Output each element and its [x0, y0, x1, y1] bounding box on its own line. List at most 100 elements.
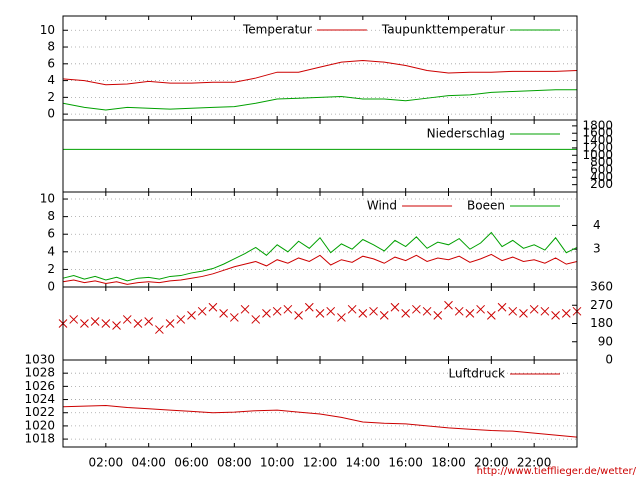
y2-tick-label: 4 [593, 218, 601, 232]
data-point [337, 313, 346, 322]
data-point [101, 319, 111, 328]
data-point [229, 313, 239, 322]
data-point [369, 306, 378, 316]
y-tick-label: 1026 [24, 379, 55, 393]
data-point [219, 309, 228, 318]
y-tick-label: 200 [590, 177, 613, 191]
legend-label: Temperatur [242, 23, 312, 37]
data-line [62, 59, 578, 86]
y-tick-label: 1030 [24, 353, 55, 367]
data-point [165, 319, 175, 328]
y-tick-label: 400 [590, 170, 613, 184]
data-point [561, 309, 571, 318]
data-line [62, 231, 578, 282]
data-point [294, 311, 303, 320]
y-tick-label: 270 [590, 298, 613, 312]
data-point [401, 309, 411, 318]
y-tick-label: 90 [598, 334, 613, 348]
y-tick-label: 1020 [24, 418, 55, 432]
legend-label: Wind [367, 199, 397, 213]
data-point [551, 311, 560, 320]
y-tick-label: 10 [40, 23, 55, 37]
data-point [529, 304, 539, 314]
y-tick-label: 0 [605, 353, 613, 367]
data-point [69, 315, 79, 324]
legend-label: Niederschlag [427, 127, 505, 141]
legend-label: Boeen [467, 199, 505, 213]
y-tick-label: 1018 [24, 432, 55, 446]
y-tick-label: 1600 [582, 126, 613, 140]
data-line [62, 404, 578, 438]
y-tick-label: 600 [590, 162, 613, 176]
data-point [187, 311, 196, 320]
y-tick-label: 1022 [24, 405, 55, 419]
y-tick-label: 2 [47, 262, 55, 276]
y-tick-label: 1024 [24, 392, 55, 406]
y-tick-label: 0 [47, 107, 55, 121]
data-point [133, 319, 143, 328]
y-tick-label: 1800 [582, 118, 613, 132]
credit: http://www.tiefflieger.de/wetter/ [477, 466, 637, 477]
data-point [326, 306, 336, 316]
x-tick-label: 04:00 [131, 456, 166, 470]
data-point [272, 306, 282, 316]
data-point [208, 302, 218, 312]
x-tick-label: 12:00 [303, 456, 338, 470]
data-point [251, 315, 261, 324]
data-point [379, 311, 389, 320]
data-point [519, 309, 528, 318]
y-tick-label: 6 [47, 56, 55, 70]
legend-label: Taupunkttemperatur [381, 23, 505, 37]
x-tick-label: 20:00 [474, 456, 509, 470]
y-tick-label: 800 [590, 155, 613, 169]
y-tick-label: 4 [47, 244, 55, 258]
x-tick-label: 02:00 [89, 456, 124, 470]
y-tick-label: 2 [47, 90, 55, 104]
data-point [433, 311, 443, 320]
y-tick-label: 1400 [582, 133, 613, 147]
data-point [197, 306, 207, 316]
data-point [122, 315, 132, 324]
data-point [486, 311, 496, 320]
data-point [283, 304, 293, 314]
data-point [497, 302, 507, 312]
data-point [358, 309, 368, 318]
data-point [155, 325, 164, 334]
data-point [144, 317, 154, 326]
data-point [465, 309, 475, 318]
y-tick-label: 180 [590, 316, 613, 330]
x-tick-label: 16:00 [388, 456, 423, 470]
x-tick-label: 14:00 [346, 456, 381, 470]
y-tick-label: 360 [590, 280, 613, 294]
y-tick-label: 8 [47, 209, 55, 223]
y-tick-label: 4 [47, 73, 55, 87]
y-tick-label: 1200 [582, 140, 613, 154]
y-tick-label: 1028 [24, 366, 55, 380]
data-point [347, 304, 357, 314]
data-point [90, 317, 100, 326]
data-point [240, 304, 250, 314]
y-tick-label: 10 [40, 192, 55, 206]
y-tick-label: 1000 [582, 148, 613, 162]
plot-frame [62, 359, 578, 448]
data-point [444, 300, 453, 310]
data-point [454, 306, 464, 316]
data-point [315, 309, 325, 318]
data-point [476, 304, 485, 314]
y-tick-label: 0 [47, 280, 55, 294]
data-point [262, 309, 271, 318]
data-point [176, 315, 186, 324]
legend-label: Luftdruck [448, 367, 505, 381]
data-point [112, 321, 121, 330]
x-tick-label: 06:00 [174, 456, 209, 470]
data-point [540, 306, 550, 316]
x-tick-label: 18:00 [431, 456, 466, 470]
data-point [422, 306, 432, 316]
y-tick-label: 8 [47, 40, 55, 54]
x-tick-label: 10:00 [260, 456, 295, 470]
data-line [62, 89, 577, 111]
y-tick-label: 6 [47, 227, 55, 241]
data-point [304, 302, 314, 312]
